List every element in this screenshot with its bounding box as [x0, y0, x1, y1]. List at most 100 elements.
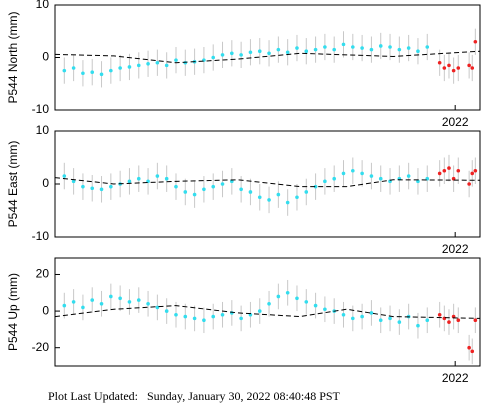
data-point — [388, 45, 392, 49]
data-point — [378, 176, 383, 181]
data-point — [164, 309, 169, 313]
data-point — [451, 68, 456, 73]
data-point — [202, 318, 206, 323]
data-point — [304, 300, 309, 304]
y-tick-label: 10 — [36, 123, 50, 137]
data-point — [109, 294, 113, 299]
data-point — [109, 184, 113, 189]
data-point — [456, 318, 461, 323]
data-point — [323, 179, 327, 184]
data-point — [285, 50, 290, 55]
data-point — [473, 168, 478, 173]
data-point — [192, 316, 197, 321]
data-point — [71, 179, 76, 184]
data-point — [313, 303, 318, 308]
data-point — [239, 187, 243, 192]
data-point — [442, 168, 447, 173]
model-line — [54, 305, 481, 319]
data-point — [81, 184, 85, 189]
data-point — [285, 290, 290, 295]
plot-frame — [54, 257, 481, 367]
data-point — [192, 192, 197, 197]
data-point — [470, 349, 475, 354]
data-point — [136, 63, 141, 68]
data-point — [467, 63, 471, 68]
data-point — [81, 305, 85, 310]
data-point — [62, 303, 67, 308]
data-point — [416, 179, 420, 184]
data-point — [442, 316, 447, 321]
data-point — [155, 60, 160, 65]
data-point — [220, 312, 225, 317]
data-point — [248, 50, 253, 55]
data-point — [230, 51, 234, 56]
data-point — [313, 184, 318, 189]
data-point — [369, 311, 374, 315]
data-point — [447, 166, 451, 170]
data-point — [109, 68, 113, 73]
data-point — [71, 300, 76, 304]
data-point — [220, 53, 225, 57]
data-point — [416, 49, 420, 53]
data-point — [378, 318, 383, 323]
data-point — [447, 63, 451, 68]
y-tick-label: -10 — [32, 229, 50, 243]
y-tick-label: 10 — [36, 0, 50, 11]
data-point — [127, 300, 132, 304]
data-point — [470, 66, 475, 70]
data-point — [220, 182, 225, 186]
data-point — [351, 45, 355, 49]
data-point — [257, 309, 262, 313]
data-point — [323, 307, 327, 312]
data-point — [211, 314, 216, 319]
data-point — [267, 51, 271, 56]
data-point — [369, 47, 374, 52]
data-point — [118, 66, 122, 70]
data-point — [183, 314, 188, 319]
data-point — [332, 176, 336, 181]
data-point — [304, 190, 309, 194]
data-point — [155, 305, 160, 310]
data-point — [146, 301, 150, 306]
data-point — [437, 312, 442, 317]
data-point — [183, 190, 188, 194]
data-point — [416, 323, 420, 328]
data-point — [118, 296, 122, 301]
data-point — [351, 168, 355, 173]
data-point — [341, 312, 346, 317]
y-tick-label: 0 — [42, 303, 49, 317]
data-point — [164, 63, 169, 68]
data-point — [174, 312, 178, 317]
data-point — [267, 198, 271, 202]
data-point — [397, 47, 402, 52]
data-point — [451, 176, 456, 181]
data-point — [473, 39, 478, 44]
data-point — [295, 195, 299, 200]
model-line — [54, 50, 481, 64]
data-point — [295, 46, 299, 50]
data-point — [174, 58, 178, 62]
x-tick-label: 2022 — [442, 371, 469, 385]
data-point — [276, 192, 281, 197]
data-point — [62, 68, 67, 73]
data-point — [406, 174, 411, 178]
data-point — [470, 171, 475, 176]
data-point — [285, 200, 290, 205]
data-point — [467, 182, 471, 186]
footer: Plot Last Updated: Sunday, January 30, 2… — [48, 389, 341, 403]
data-point — [127, 65, 132, 69]
data-point — [155, 174, 160, 178]
data-point — [456, 66, 461, 70]
data-point — [397, 320, 402, 324]
y-tick-label: 0 — [42, 50, 49, 64]
data-point — [323, 45, 327, 49]
data-point — [360, 46, 364, 50]
data-point — [332, 47, 336, 52]
data-point — [425, 45, 430, 49]
data-point — [456, 168, 461, 173]
data-point — [230, 179, 234, 184]
data-point — [99, 187, 104, 192]
data-point — [341, 42, 346, 47]
data-point — [406, 46, 411, 50]
data-point — [437, 171, 442, 176]
